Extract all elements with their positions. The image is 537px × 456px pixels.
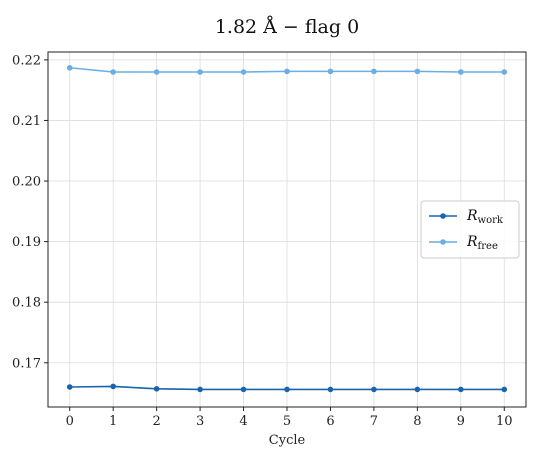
data-point-free xyxy=(197,69,203,75)
data-point-free xyxy=(414,68,421,75)
x-tick-label: 3 xyxy=(196,414,204,429)
x-tick-label: 1 xyxy=(109,414,117,429)
x-tick-label: 6 xyxy=(326,414,334,429)
legend-label-subscript: work xyxy=(478,215,504,226)
x-tick-label: 5 xyxy=(283,414,291,429)
series-free xyxy=(66,64,508,75)
x-axis: 0 1 2 3 4 5 6 7 8 9 10 xyxy=(66,407,513,429)
data-point-work xyxy=(458,386,464,393)
data-point-free xyxy=(501,69,508,75)
legend-label-subscript: free xyxy=(478,241,498,252)
data-point-free xyxy=(327,68,334,75)
legend-swatch-marker xyxy=(440,213,446,219)
data-point-free xyxy=(284,68,290,75)
data-point-free xyxy=(240,69,247,75)
x-tick-label: 2 xyxy=(152,414,160,429)
x-tick-label: 0 xyxy=(66,414,74,429)
x-tick-label: 9 xyxy=(457,414,465,429)
x-tick-label: 8 xyxy=(413,414,421,429)
legend-item-work: Rwork xyxy=(429,208,504,226)
data-point-work xyxy=(110,383,116,390)
x-tick-label: 7 xyxy=(370,414,378,429)
legend-label: Rwork xyxy=(466,208,504,226)
legend-label: Rfree xyxy=(466,234,498,252)
legend-label-symbol: R xyxy=(466,234,478,250)
data-point-free xyxy=(371,68,377,75)
x-tick-label: 10 xyxy=(496,414,513,429)
y-tick-label: 0.21 xyxy=(12,114,41,129)
data-point-work xyxy=(240,386,247,393)
x-tick-label: 4 xyxy=(239,414,247,429)
data-point-free xyxy=(153,69,160,75)
data-point-work xyxy=(66,384,73,390)
y-tick-label: 0.17 xyxy=(12,356,41,371)
data-point-free xyxy=(66,64,73,71)
data-point-work xyxy=(414,386,421,393)
legend-item-free: Rfree xyxy=(429,234,498,252)
data-point-work xyxy=(501,386,508,393)
series-layer xyxy=(66,64,508,393)
chart-title: 1.82 Å − flag 0 xyxy=(215,16,359,38)
y-tick-label: 0.18 xyxy=(12,296,41,311)
y-tick-label: 0.22 xyxy=(12,53,41,68)
legend-label-symbol: R xyxy=(466,208,478,224)
data-point-work xyxy=(371,386,377,393)
data-point-free xyxy=(110,69,116,75)
data-point-work xyxy=(153,386,160,392)
data-point-work xyxy=(197,386,203,393)
y-axis: 0.17 0.18 0.19 0.20 0.21 0.22 xyxy=(12,53,48,371)
y-tick-label: 0.19 xyxy=(12,235,41,250)
x-axis-label: Cycle xyxy=(269,433,306,448)
legend-swatch-marker xyxy=(440,239,446,245)
y-tick-label: 0.20 xyxy=(12,175,41,190)
data-point-free xyxy=(458,69,464,75)
series-work xyxy=(66,383,508,393)
data-point-work xyxy=(284,386,290,393)
data-point-work xyxy=(327,386,334,393)
